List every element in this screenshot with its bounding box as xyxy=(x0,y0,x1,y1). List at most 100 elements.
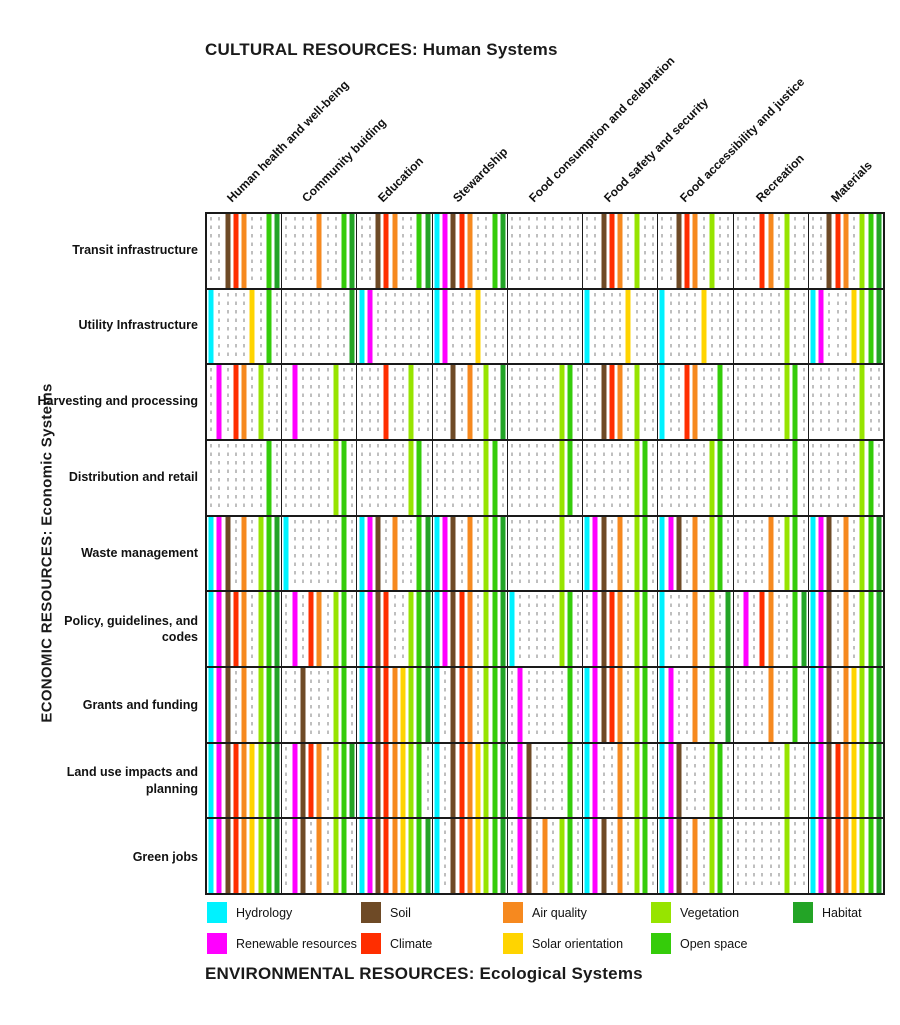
bar-renewable xyxy=(367,516,373,591)
slot-empty xyxy=(549,290,557,364)
legend: Hydrology Soil Air quality Vegetation Habita… xyxy=(207,897,898,959)
matrix-cell xyxy=(583,743,659,818)
empty-slot-line xyxy=(753,595,756,664)
slot-empty xyxy=(574,668,582,742)
empty-slot-line xyxy=(552,368,555,437)
slot-empty xyxy=(248,441,256,515)
empty-slot-line xyxy=(535,595,538,664)
empty-slot-line xyxy=(243,292,246,361)
slot-hydrology xyxy=(207,592,215,667)
empty-slot-line xyxy=(519,444,522,512)
bar-open_space xyxy=(266,289,272,364)
slot-empty xyxy=(700,441,708,515)
empty-slot-line xyxy=(226,444,229,512)
empty-slot-line xyxy=(820,368,823,437)
slot-empty xyxy=(683,290,691,364)
slot-vegetation xyxy=(858,441,866,515)
matrix-cell xyxy=(357,365,433,440)
slot-empty xyxy=(282,668,290,742)
slot-empty xyxy=(366,365,374,439)
slot-empty xyxy=(683,668,691,742)
slot-air xyxy=(842,819,850,894)
bar-vegetation xyxy=(634,819,640,894)
slot-empty xyxy=(524,214,532,288)
bar-air xyxy=(768,214,774,288)
slot-vegetation xyxy=(783,516,791,591)
empty-slot-line xyxy=(669,444,672,512)
slot-empty xyxy=(734,592,742,666)
slot-empty xyxy=(524,592,532,666)
slot-empty xyxy=(800,517,808,591)
empty-slot-line xyxy=(218,444,221,512)
slot-empty xyxy=(667,592,675,666)
slot-air xyxy=(315,214,323,288)
slot-empty xyxy=(758,441,766,515)
bar-hydrology xyxy=(208,516,214,591)
slot-vegetation xyxy=(708,592,716,667)
bar-air xyxy=(241,214,247,288)
empty-slot-line xyxy=(426,368,429,437)
bar-climate xyxy=(835,214,841,288)
slot-open_space xyxy=(716,819,724,894)
slot-empty xyxy=(516,517,524,591)
bar-hydrology xyxy=(659,592,665,667)
renewable-swatch-icon xyxy=(207,933,227,954)
slot-empty xyxy=(734,365,742,439)
empty-slot-line xyxy=(527,368,530,437)
legend-item-open_space: Open space xyxy=(651,928,791,959)
slot-renewable xyxy=(591,743,599,818)
bar-hydrology xyxy=(208,743,214,818)
slot-empty xyxy=(357,365,365,439)
bar-vegetation xyxy=(559,441,564,515)
bar-open_space xyxy=(266,668,272,742)
matrix-cell xyxy=(433,668,508,742)
bar-soil xyxy=(676,743,682,818)
empty-slot-line xyxy=(511,217,513,285)
slot-empty xyxy=(834,517,842,591)
slot-empty xyxy=(825,441,833,515)
empty-slot-line xyxy=(444,671,447,739)
slot-air xyxy=(842,668,850,742)
bar-soil xyxy=(225,214,231,288)
climate-swatch-icon xyxy=(361,933,381,954)
bar-renewable xyxy=(216,592,222,667)
slot-renewable xyxy=(366,289,374,364)
empty-slot-line xyxy=(511,822,513,891)
empty-slot-line xyxy=(652,746,655,815)
slot-air xyxy=(315,592,323,667)
bar-open_space xyxy=(868,592,874,667)
slot-empty xyxy=(675,290,683,364)
empty-slot-line xyxy=(744,519,747,588)
slot-climate xyxy=(232,592,240,667)
slot-empty xyxy=(282,290,290,364)
slot-empty xyxy=(299,592,307,666)
row-label: Land use impacts and planning xyxy=(66,765,198,797)
slot-soil xyxy=(224,214,232,288)
slot-empty xyxy=(273,365,281,439)
bar-climate xyxy=(383,668,389,742)
slot-empty xyxy=(691,290,699,364)
slot-empty xyxy=(591,441,599,515)
bar-soil xyxy=(300,668,306,742)
slot-climate xyxy=(232,214,240,288)
slot-empty xyxy=(516,214,524,288)
slot-open_space xyxy=(415,516,423,591)
matrix-cell xyxy=(207,743,283,818)
slot-vegetation xyxy=(482,441,490,515)
slot-habitat xyxy=(724,592,732,667)
matrix-cell xyxy=(357,592,433,667)
slot-hydrology xyxy=(433,819,441,894)
slot-renewable xyxy=(290,819,298,894)
slot-empty xyxy=(399,214,407,288)
slot-air xyxy=(842,516,850,591)
slot-empty xyxy=(466,441,474,515)
slot-air xyxy=(691,819,699,894)
matrix-cell xyxy=(433,819,508,894)
slot-empty xyxy=(323,592,331,666)
bar-vegetation xyxy=(634,668,640,742)
empty-slot-line xyxy=(477,519,480,588)
slot-climate xyxy=(683,214,691,288)
empty-slot-line xyxy=(393,368,396,437)
empty-slot-line xyxy=(744,822,747,891)
slot-open_space xyxy=(641,819,649,894)
